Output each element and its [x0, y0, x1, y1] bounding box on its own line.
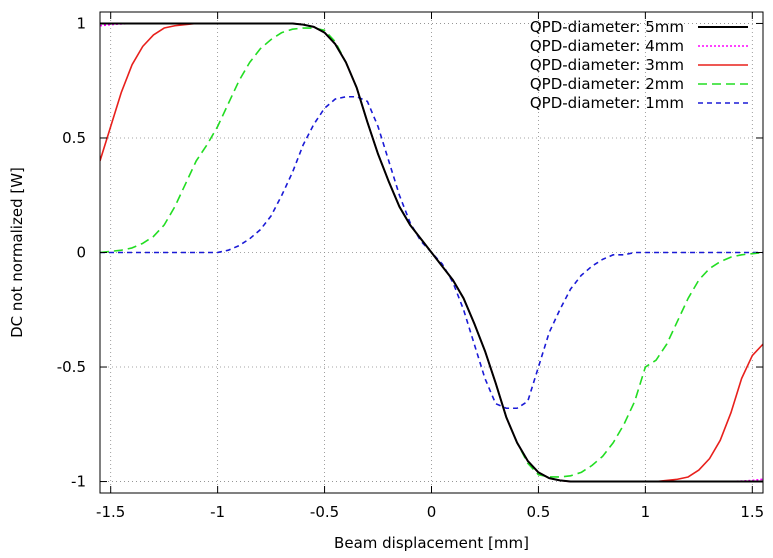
legend-label: QPD-diameter: 2mm	[530, 75, 684, 93]
x-tick-label: -0.5	[310, 503, 339, 521]
y-tick-label: -1	[71, 473, 86, 491]
x-axis-label: Beam displacement [mm]	[334, 534, 529, 552]
x-tick-label: 1	[641, 503, 651, 521]
legend-label: QPD-diameter: 1mm	[530, 94, 684, 112]
x-tick-label: -1	[210, 503, 225, 521]
y-axis-label: DC not normalized [W]	[8, 167, 26, 338]
y-tick-label: 0	[76, 244, 86, 262]
x-tick-label: 0	[427, 503, 437, 521]
series-lines	[100, 22, 763, 483]
x-tick-label: -1.5	[96, 503, 125, 521]
legend-label: QPD-diameter: 5mm	[530, 18, 684, 36]
y-tick-label: 1	[76, 14, 86, 32]
y-tick-label: 0.5	[62, 129, 86, 147]
x-tick-label: 0.5	[527, 503, 551, 521]
legend-label: QPD-diameter: 4mm	[530, 37, 684, 55]
legend-label: QPD-diameter: 3mm	[530, 56, 684, 74]
y-tick-label: -0.5	[57, 358, 86, 376]
series-line-1	[100, 22, 763, 483]
axis-ticks: -1.5 -1 -0.5 0 0.5 1 1.5 -1 -0.5 0 0.5 1	[57, 12, 764, 521]
x-tick-label: 1.5	[740, 503, 764, 521]
